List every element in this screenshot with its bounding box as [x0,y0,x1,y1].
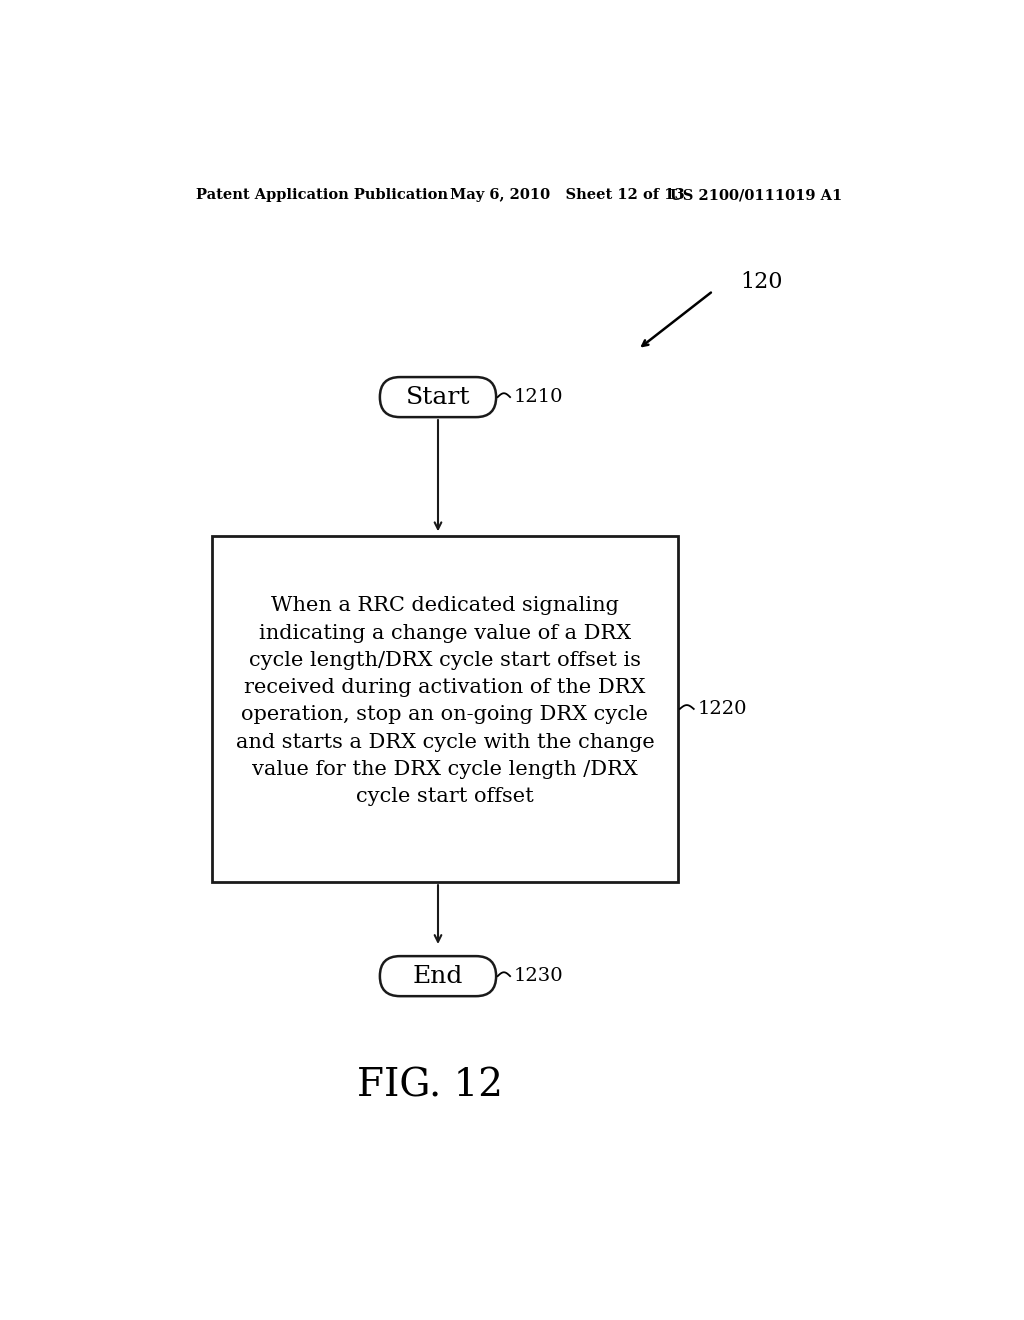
Text: Patent Application Publication: Patent Application Publication [197,189,449,202]
Bar [212,536,678,882]
Text: End: End [413,965,463,987]
Text: FIG. 12: FIG. 12 [357,1068,503,1105]
Text: 1220: 1220 [697,700,748,718]
Text: 120: 120 [740,271,782,293]
Text: When a RRC dedicated signaling
indicating a change value of a DRX
cycle length/D: When a RRC dedicated signaling indicatin… [236,597,654,807]
Text: May 6, 2010   Sheet 12 of 13: May 6, 2010 Sheet 12 of 13 [450,189,684,202]
FancyBboxPatch shape [380,956,496,997]
Text: 1230: 1230 [514,968,563,985]
FancyBboxPatch shape [380,378,496,417]
Text: 1210: 1210 [514,388,563,407]
Text: US 2100/0111019 A1: US 2100/0111019 A1 [671,189,843,202]
Text: Start: Start [406,385,470,409]
